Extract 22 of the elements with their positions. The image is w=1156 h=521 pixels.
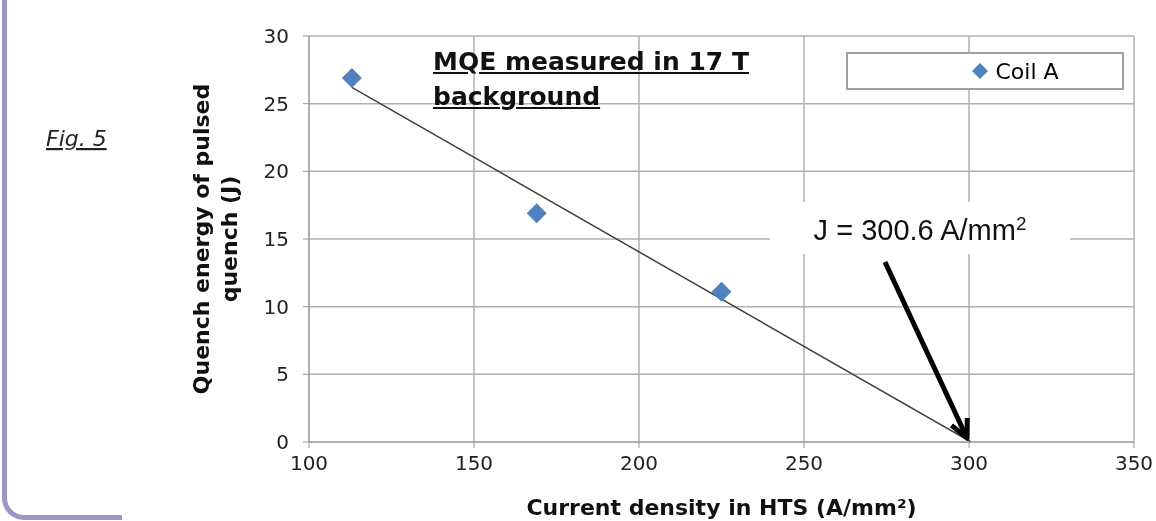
x-tick-label: 250: [784, 451, 824, 476]
annotation: J = 300.6 A/mm$^{2}$: [813, 212, 1027, 246]
y-tick-label: 15: [263, 227, 289, 252]
text: MQE measured in 17 T background: [433, 46, 750, 113]
caption: Fig. 5: [46, 126, 107, 151]
y-tick-label: 5: [276, 362, 289, 387]
y-tick-label: 10: [263, 294, 289, 319]
x-axis-title: Current density in HTS (A/mm²): [526, 495, 917, 520]
legend-label: Coil A: [994, 58, 1059, 84]
x-tick-label: 150: [454, 451, 494, 476]
x-tick-label: 200: [619, 451, 659, 476]
x-tick-label: 100: [289, 451, 329, 476]
x-tick-label: 350: [1114, 451, 1154, 476]
y-axis-title: Quench energy of pulsed quench (J): [189, 83, 242, 395]
x-tick-label: 300: [949, 451, 989, 476]
y-tick-label: 20: [263, 159, 289, 184]
point: [341, 67, 362, 88]
point: [711, 281, 732, 302]
y-tick-label: 30: [263, 24, 289, 49]
y-tick-label: 0: [276, 430, 289, 455]
y-tick-label: 25: [263, 91, 289, 116]
point: [526, 203, 547, 224]
